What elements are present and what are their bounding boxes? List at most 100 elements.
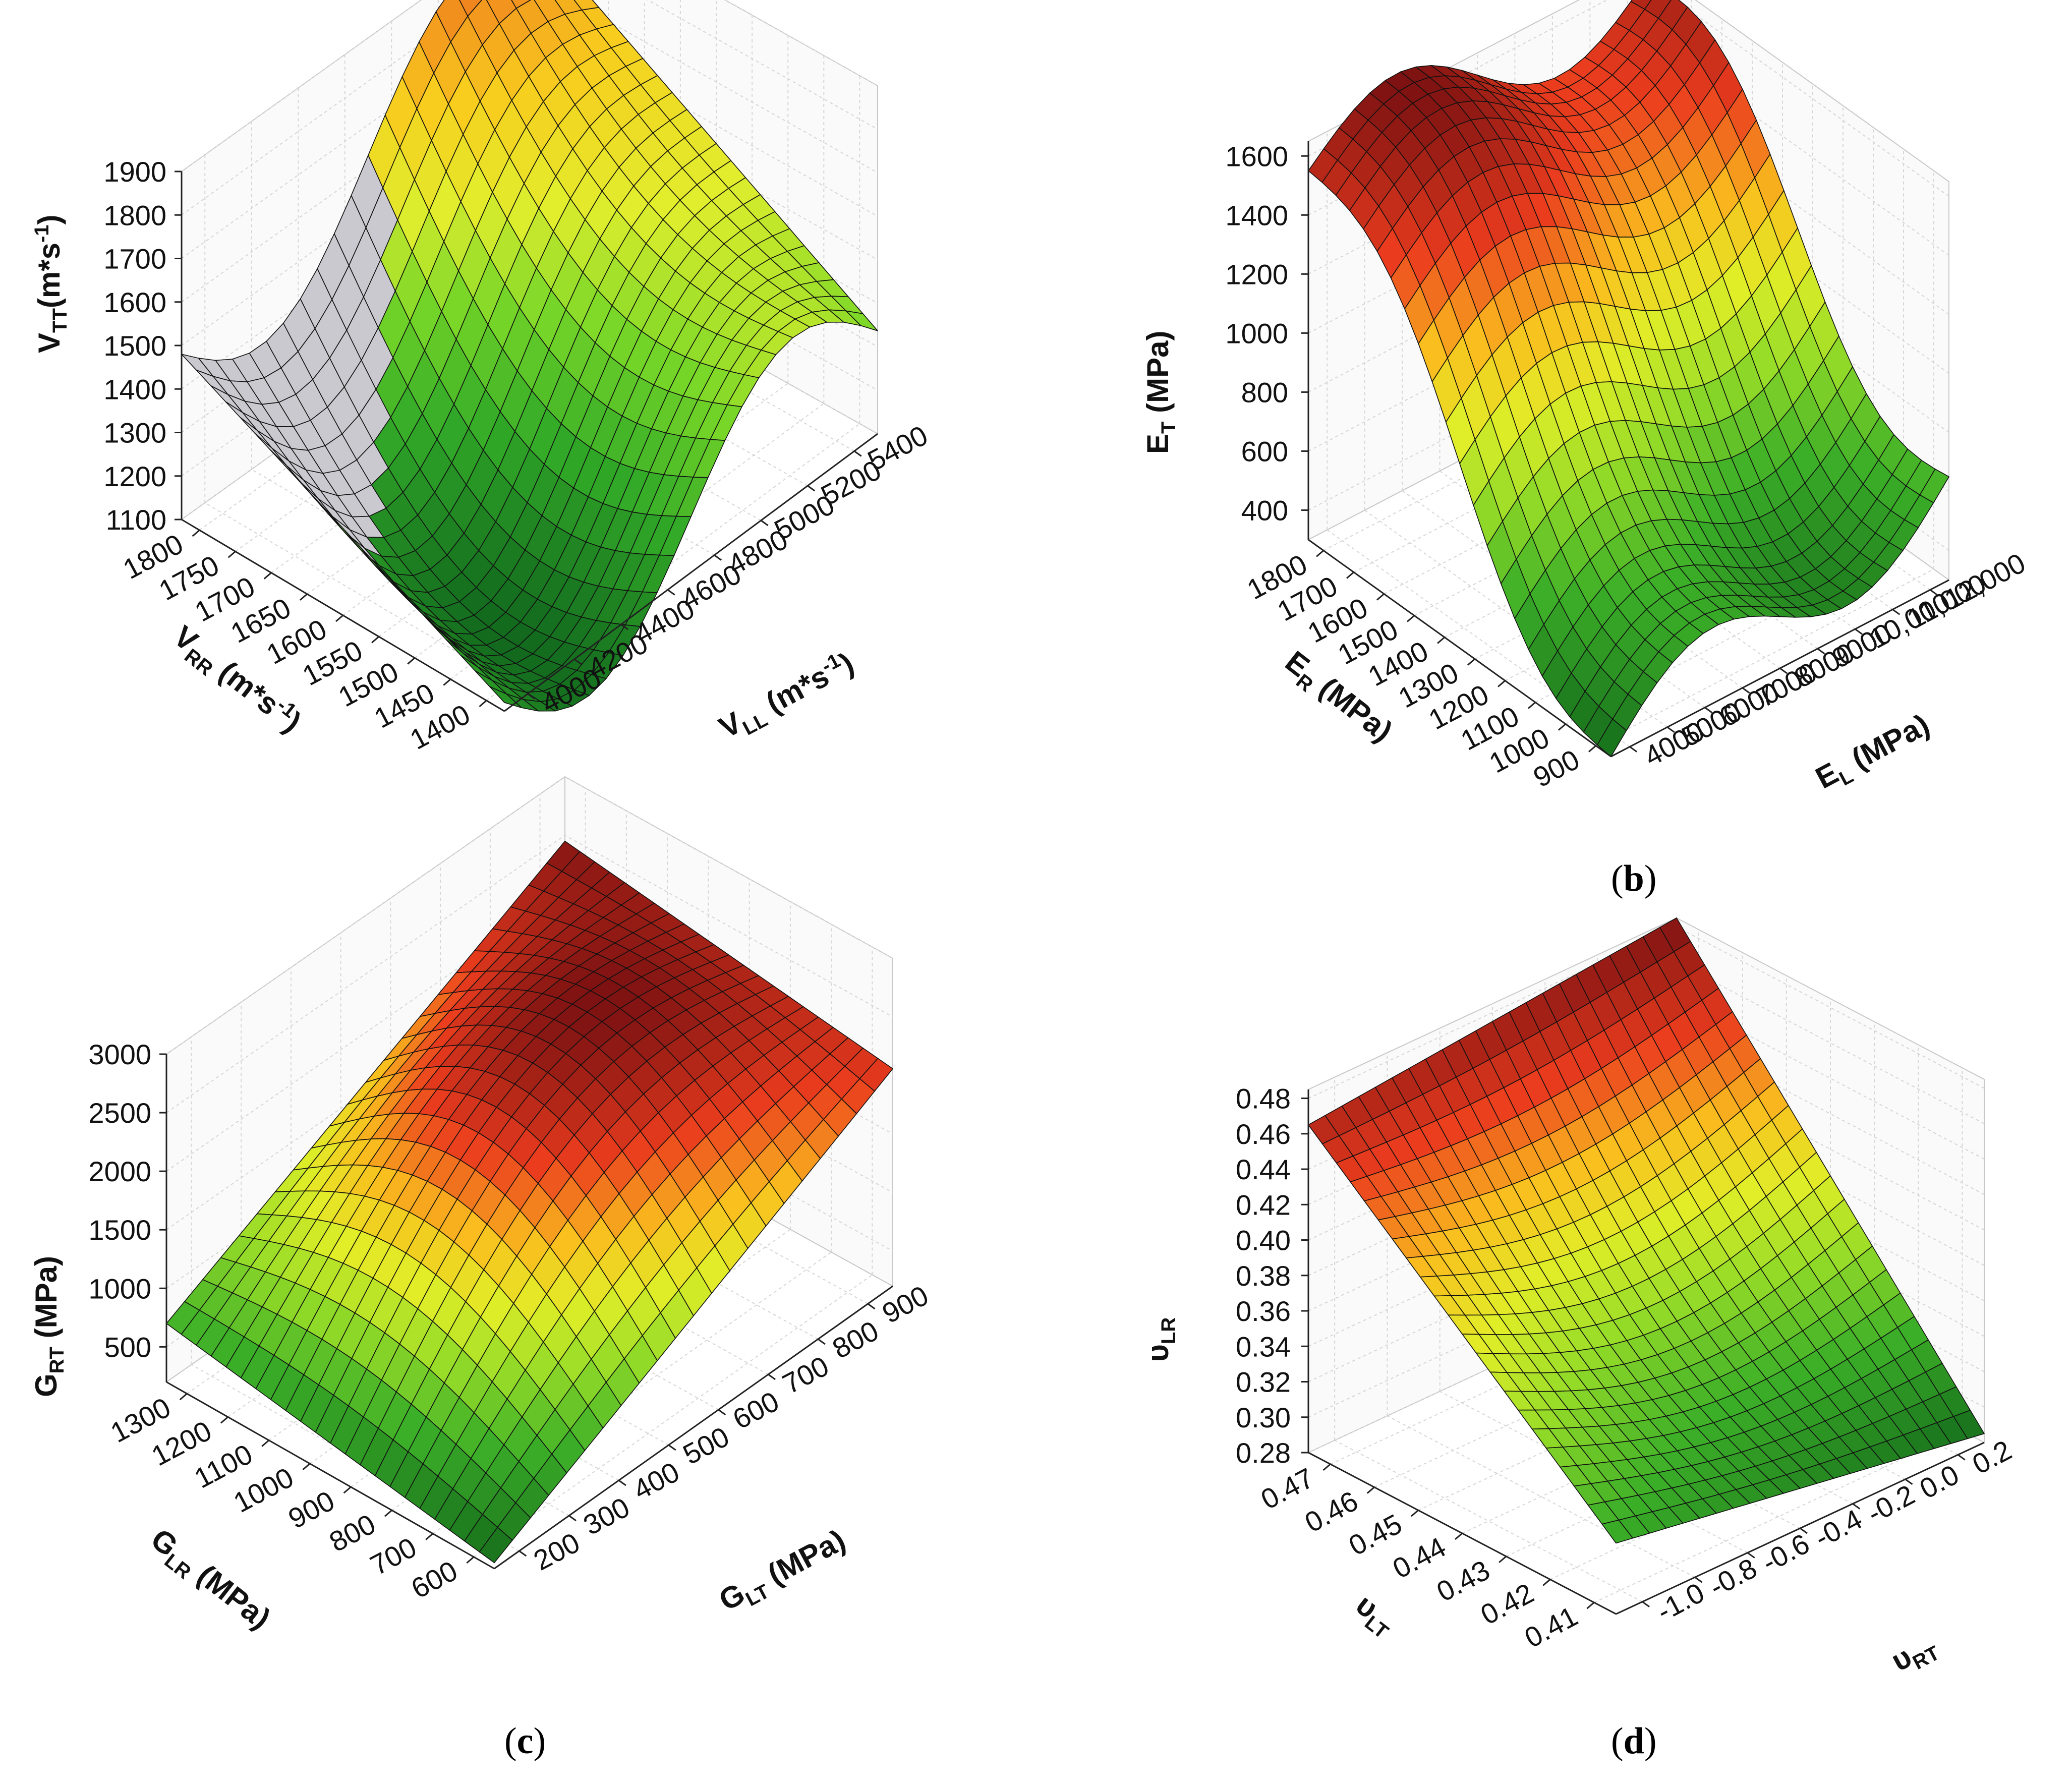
- x-tick: [1455, 1532, 1463, 1540]
- x-tick: [1410, 1510, 1419, 1517]
- y-tick: [718, 1409, 726, 1416]
- grid-line: [1308, 156, 1949, 374]
- x-tick: [384, 1510, 392, 1517]
- z-tick-label: 2500: [88, 1097, 151, 1129]
- grid-line: [181, 0, 878, 172]
- y-axis-line: [504, 433, 878, 712]
- grid-line: [1308, 0, 1949, 197]
- x-tick: [1316, 550, 1324, 557]
- grid-line: [486, 423, 860, 701]
- z-tick-label: 0.42: [1236, 1189, 1291, 1221]
- z-tick-label: 800: [1241, 376, 1288, 408]
- x-tick: [1498, 680, 1506, 687]
- y-tick: [1957, 1454, 1966, 1461]
- z-tick-label: 0.46: [1236, 1118, 1291, 1150]
- grid-line: [1549, 1407, 1919, 1580]
- z-tick-label: 0.38: [1236, 1260, 1291, 1292]
- y-tick: [768, 1373, 776, 1380]
- surface-cell: [1601, 1519, 1633, 1544]
- y-tick: [668, 1444, 676, 1451]
- x-axis-line: [166, 1381, 495, 1570]
- x-tick: [1586, 1602, 1595, 1609]
- x-tick: [179, 1393, 188, 1401]
- x-tick: [371, 636, 380, 644]
- y-tick: [519, 1550, 527, 1557]
- x-tick: [1366, 1486, 1375, 1494]
- y-tick: [1892, 609, 1901, 615]
- grid-line: [1374, 1315, 1743, 1488]
- z-axis-title: υLR: [1141, 1317, 1180, 1362]
- surface: [181, 0, 878, 712]
- y-tick: [618, 1479, 626, 1486]
- y-tick: [1852, 1503, 1861, 1510]
- x-tick: [1437, 637, 1445, 644]
- y-tick: [1704, 707, 1712, 713]
- y-tick: [1742, 687, 1750, 694]
- y-axis-title: GLT (MPa): [714, 1523, 853, 1622]
- grid-line: [166, 776, 893, 1055]
- x-tick: [479, 700, 487, 708]
- y-tick: [1629, 746, 1638, 753]
- z-tick-label: 1000: [88, 1273, 151, 1304]
- y-tick: [1929, 589, 1938, 596]
- x-tick: [192, 529, 200, 537]
- y-tick: [760, 520, 769, 527]
- caption-d: (d): [1611, 1720, 1657, 1762]
- z-tick-label: 0.48: [1236, 1083, 1291, 1115]
- surface-cell: [479, 1527, 513, 1564]
- y-tick: [714, 554, 722, 561]
- y-tick-label: 12,000: [1939, 547, 2031, 615]
- z-tick-label: 0.30: [1236, 1402, 1291, 1433]
- surface-plot-a: VTT(m*s-1) VRR (m*s-1) VLL (m*s-1) 11001…: [31, 0, 933, 756]
- grid-line: [490, 1156, 819, 1340]
- x-axis-title: GLR (MPa): [142, 1522, 277, 1639]
- y-tick: [527, 693, 536, 700]
- surface: [166, 840, 893, 1564]
- grid-line: [1462, 1361, 1831, 1534]
- z-axis-title: ET (MPa): [1141, 331, 1180, 454]
- x-tick: [343, 1486, 352, 1494]
- grid-line: [181, 0, 878, 216]
- x-axis-line: [1308, 539, 1611, 758]
- grid-line: [181, 0, 878, 259]
- x-tick: [443, 678, 451, 686]
- z-tick-label: 2000: [88, 1156, 151, 1187]
- z-tick-label: 1300: [103, 417, 166, 449]
- z-tick-label: 0.32: [1236, 1366, 1291, 1398]
- z-tick-label: 400: [1241, 494, 1288, 526]
- y-axis-title: EL (MPa): [1810, 708, 1937, 800]
- grid-line: [540, 1121, 869, 1304]
- z-tick-label: 1200: [1225, 258, 1288, 290]
- x-tick: [1346, 571, 1354, 579]
- x-tick: [1499, 1555, 1507, 1563]
- x-tick: [425, 1533, 434, 1540]
- y-tick: [1855, 628, 1863, 635]
- grid-line: [1308, 38, 1949, 256]
- panel-a: VTT(m*s-1) VRR (m*s-1) VLL (m*s-1) 1100 1…: [0, 0, 1036, 899]
- y-tick: [1779, 667, 1788, 674]
- y-tick: [818, 1338, 826, 1345]
- panel-d: υLR υLT υRT 0.28 0.30 0.32 0.34 0.36 0.38 0.40…: [1036, 893, 2072, 1786]
- x-tick: [1542, 1579, 1551, 1586]
- y-tick: [1905, 1478, 1913, 1485]
- z-tick-label: 1600: [1225, 140, 1288, 172]
- x-tick: [466, 1556, 475, 1564]
- z-tick-label: 1100: [106, 504, 166, 536]
- z-tick-label: 500: [104, 1331, 151, 1363]
- z-tick-label: 1500: [103, 330, 166, 362]
- y-tick: [568, 1515, 577, 1522]
- y-tick: [1642, 1601, 1650, 1607]
- z-tick-label: 1200: [103, 460, 166, 492]
- x-tick: [1467, 658, 1475, 666]
- surface-plot-c: GRT (MPa) GLR (MPa) GLT (MPa) 500 1000 150…: [29, 776, 934, 1639]
- z-tick-label: 1400: [1225, 199, 1288, 231]
- z-tick-label: 0.34: [1236, 1331, 1291, 1362]
- x-tick: [1528, 702, 1536, 709]
- grid-line: [181, 77, 878, 346]
- grid-line: [1308, 97, 1949, 315]
- x-tick: [1376, 593, 1385, 601]
- z-tick-label: 0.44: [1236, 1154, 1291, 1185]
- x-tick: [263, 572, 272, 580]
- x-tick: [1322, 1463, 1331, 1471]
